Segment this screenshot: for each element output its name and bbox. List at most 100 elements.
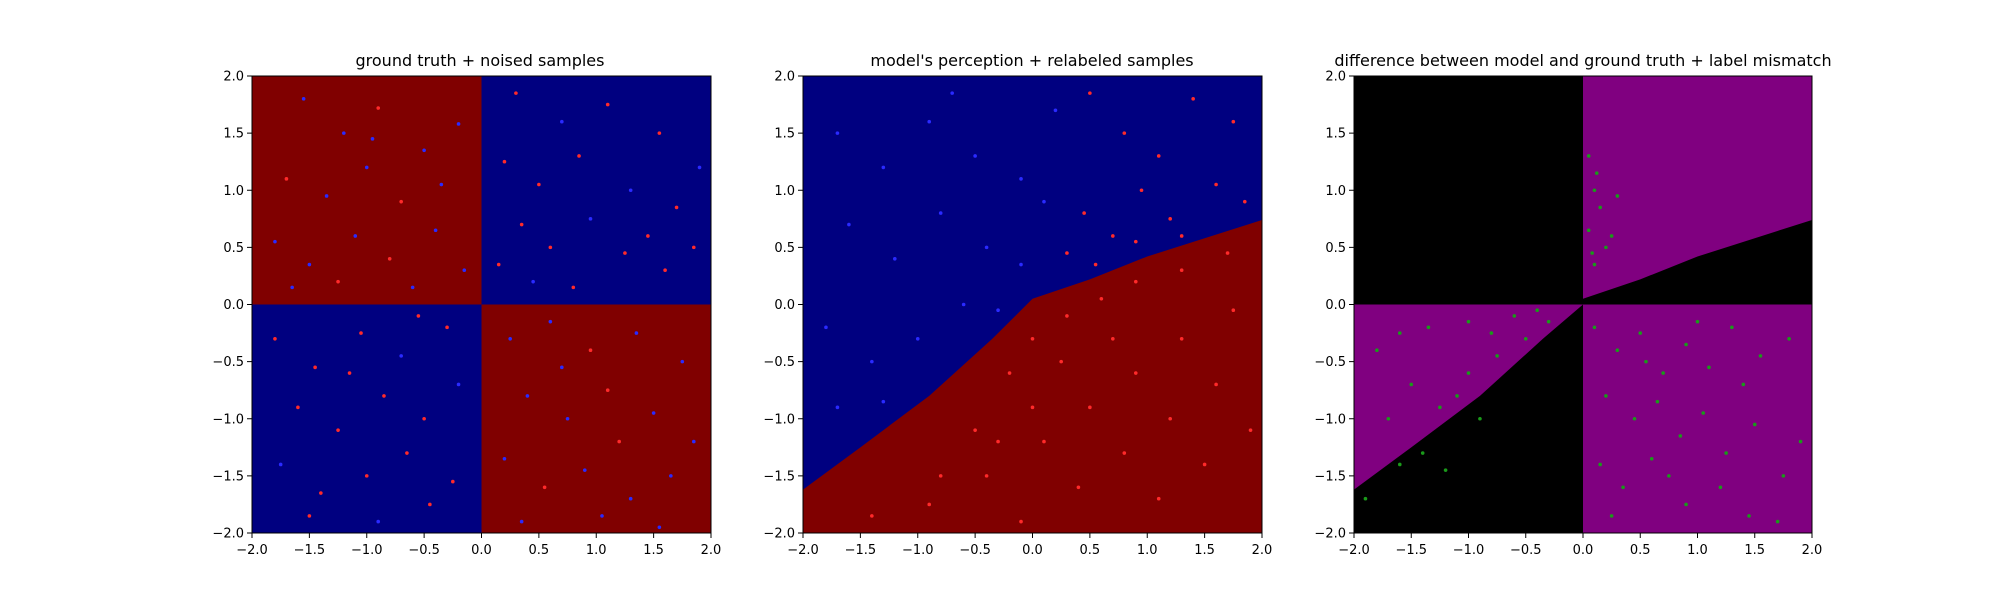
sample-point [1632,416,1637,421]
sample-point [1730,325,1734,330]
sample-point [1156,496,1161,501]
sample-point [1053,108,1058,113]
sample-point [296,405,300,410]
sample-point [1592,262,1597,267]
sample-point [628,188,633,193]
y-tick-label: −1.5 [212,469,244,484]
sample-point [1695,319,1700,324]
sample-point [284,177,289,181]
sample-point [674,205,679,210]
panel-ground-truth: ground truth + noised samples −2.0 −1.5 −1… [212,51,721,558]
sample-point [508,336,512,341]
sample-point [422,148,426,153]
sample-point [1609,514,1614,518]
sample-point [1594,171,1599,175]
sample-point [1093,262,1098,267]
sample-point [938,474,943,478]
sample-point [319,491,323,495]
sample-point [1168,416,1172,421]
sample-point [445,325,449,330]
x-tick-label: 1.5 [1744,543,1765,558]
y-tick-label: 2.0 [223,70,244,85]
sample-point [697,165,702,170]
sample-point [1661,371,1665,375]
sample-point [927,119,932,124]
sample-point [623,251,627,255]
sample-point [1586,154,1591,158]
panel-model-perception: model's perception + relabeled samples −… [763,51,1272,558]
sample-point [651,411,656,415]
sample-point [1248,428,1253,432]
sample-point [1590,251,1594,255]
x-tick-label: −0.5 [959,543,991,558]
sample-point [605,102,610,107]
sample-point [1523,336,1528,341]
sample-point [1042,199,1046,204]
sample-point [1604,394,1608,398]
sample-point [657,525,662,530]
sample-point [1111,234,1115,238]
sample-point [1099,296,1104,301]
sample-point [973,428,977,432]
sample-point [582,468,587,472]
panel-title: ground truth + noised samples [356,51,605,70]
sample-point [273,336,277,341]
sample-point [881,165,886,170]
sample-point [502,456,507,461]
sample-point [1787,336,1791,341]
x-tick-label: −2.0 [1338,543,1370,558]
sample-point [1718,485,1723,490]
x-tick-label: −2.0 [787,543,819,558]
sample-point [657,131,662,135]
sample-point [399,354,403,358]
sample-point [1133,239,1138,244]
sample-point [663,268,667,273]
x-tick-label: 2.0 [1802,543,1823,558]
sample-point [1781,474,1786,478]
sample-point [1615,348,1620,353]
sample-point [1678,434,1683,438]
sample-point [1667,474,1671,478]
sample-point [1202,462,1207,467]
sample-point [1707,365,1711,370]
sample-point [1214,182,1218,187]
sample-point [1242,199,1247,204]
y-tick-label: 1.5 [1325,127,1346,142]
sample-point [336,279,340,284]
sample-point [422,416,426,421]
sample-point [628,496,633,501]
sample-point [1375,348,1379,353]
x-tick-label: −1.0 [351,543,383,558]
sample-point [336,428,340,432]
sample-point [617,439,621,444]
y-tick-label: −1.0 [212,412,244,427]
sample-point [537,182,541,187]
y-tick-label: −2.0 [212,527,244,542]
y-tick-label: 2.0 [1325,70,1346,85]
x-tick-label: −1.0 [1453,543,1485,558]
sample-point [1386,416,1391,421]
sample-point [462,268,467,273]
sample-point [1466,319,1471,324]
sample-point [915,336,920,341]
sample-point [519,222,524,227]
sample-point [456,122,461,126]
sample-point [1438,405,1442,410]
sample-point [433,228,438,233]
sample-point [1495,354,1499,358]
sample-point [364,474,369,478]
sample-point [359,331,363,335]
sample-point [542,485,547,490]
x-tick-label: 2.0 [701,543,722,558]
x-tick-label: −0.5 [1510,543,1542,558]
sample-point [1741,382,1746,387]
sample-point [600,514,604,518]
sample-point [996,439,1000,444]
sample-point [1133,279,1138,284]
sample-point [1598,462,1602,467]
sample-point [1133,371,1138,375]
sample-point [1466,371,1471,375]
sample-point [1701,411,1706,415]
y-tick-label: 2.0 [774,70,795,85]
sample-point [382,394,386,398]
